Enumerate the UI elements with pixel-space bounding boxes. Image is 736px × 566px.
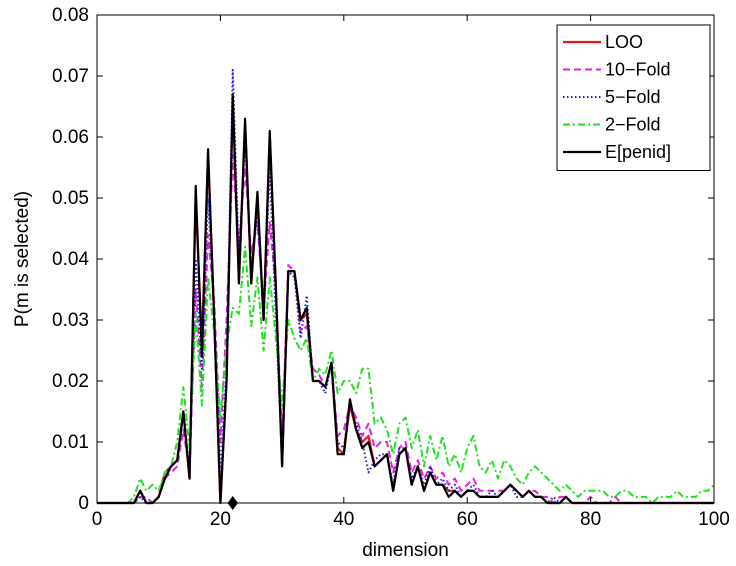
y-tick-label: 0.05 — [52, 188, 89, 209]
series-line-1 — [97, 154, 714, 504]
y-tick-label: 0 — [78, 493, 89, 514]
x-tick-label: 0 — [92, 509, 103, 530]
marker-layer — [227, 496, 238, 510]
y-tick-label: 0.07 — [52, 66, 89, 87]
legend-label-4: E[penid] — [605, 142, 671, 162]
y-tick-label: 0.04 — [52, 249, 89, 270]
y-tick-label: 0.08 — [52, 5, 89, 26]
legend-label-1: 10−Fold — [605, 60, 671, 80]
legend-label-0: LOO — [605, 32, 643, 52]
x-tick-label: 80 — [580, 509, 601, 530]
axis-ticks: 0 20 40 60 80 100 0 0.01 0.02 0.03 0.04 0.05 0.06 0.0… — [52, 5, 730, 530]
y-axis-title: P(m is selected) — [12, 191, 33, 327]
diamond-marker — [227, 496, 238, 510]
series-line-3 — [97, 245, 715, 504]
x-tick-label: 100 — [698, 509, 730, 530]
y-tick-label: 0.03 — [52, 310, 89, 331]
y-tick-label: 0.01 — [52, 432, 89, 453]
legend-label-3: 2−Fold — [605, 115, 661, 135]
y-tick-label: 0.02 — [52, 371, 89, 392]
x-axis-title: dimension — [362, 540, 449, 561]
x-tick-label: 60 — [457, 509, 478, 530]
legend-box — [556, 24, 711, 171]
x-tick-label: 40 — [333, 509, 354, 530]
x-tick-label: 20 — [210, 509, 231, 530]
legend: LOO 10−Fold 5−Fold 2−Fold E[penid] — [556, 24, 711, 171]
y-tick-label: 0.06 — [52, 127, 89, 148]
legend-label-2: 5−Fold — [605, 87, 661, 107]
